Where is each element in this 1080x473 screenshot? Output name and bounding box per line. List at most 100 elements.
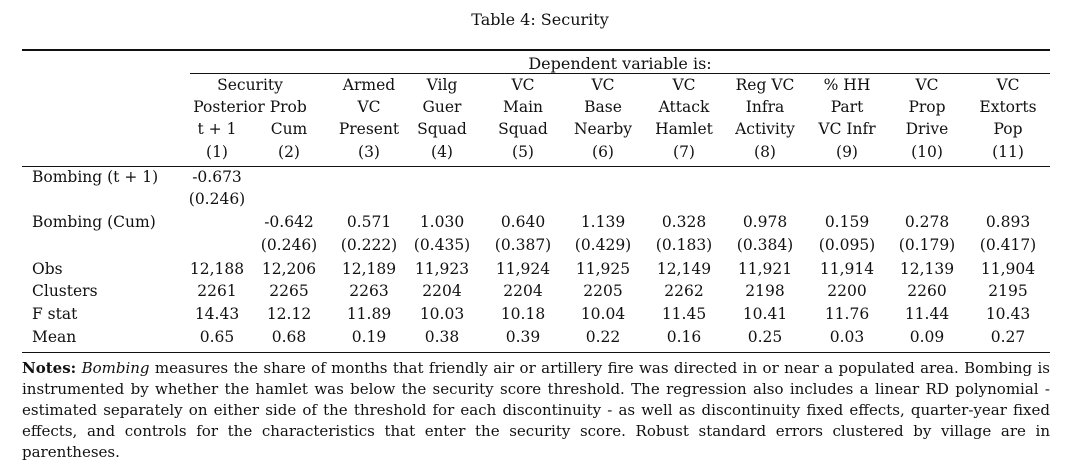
- table-cell: 11.76: [824, 305, 870, 323]
- table-cell: 12,149: [656, 260, 712, 278]
- table-notes: Notes: Bombing measures the share of mon…: [22, 358, 1050, 463]
- column-header-11-line1: VC: [996, 76, 1020, 94]
- column-header-9-line2: Part: [830, 98, 864, 116]
- column-header-10-line1: VC: [915, 76, 939, 94]
- notes-text: measures the share of months that friend…: [22, 359, 1050, 461]
- table-cell: 0.978: [742, 213, 788, 231]
- table-cell: 11.89: [346, 305, 392, 323]
- table-cell: 10.03: [419, 305, 465, 323]
- column-header-7-line1: VC: [672, 76, 696, 94]
- table-cell: 0.39: [505, 328, 541, 346]
- table-cell: 2200: [827, 282, 867, 300]
- table-cell: 0.571: [346, 213, 392, 231]
- table-cell: 10.43: [985, 305, 1031, 323]
- table-cell: 0.27: [990, 328, 1026, 346]
- table-cell: 0.25: [747, 328, 783, 346]
- table-cell: 1.139: [580, 213, 626, 231]
- table-cell: -0.673: [192, 168, 242, 186]
- table-cell: 10.18: [500, 305, 546, 323]
- column-header-3-line4: (3): [358, 143, 380, 161]
- column-header-11-line3: Pop: [993, 120, 1023, 138]
- column-header-11-line4: (11): [992, 143, 1024, 161]
- row-label: Obs: [32, 260, 63, 278]
- table-cell: (0.435): [413, 236, 471, 254]
- column-header-3-line3: Present: [338, 120, 400, 138]
- top-rule: [22, 49, 1050, 51]
- column-header-1-line3: t + 1: [197, 120, 237, 138]
- table-cell: 2204: [422, 282, 462, 300]
- table-cell: 0.09: [909, 328, 945, 346]
- row-label: Clusters: [32, 282, 98, 300]
- table-cell: 0.640: [500, 213, 546, 231]
- column-header-10-line3: Drive: [905, 120, 949, 138]
- column-header-2-line4: (2): [278, 143, 300, 161]
- column-header-10-line4: (10): [911, 143, 943, 161]
- column-header-10-line2: Prop: [908, 98, 946, 116]
- table-cell: 11,914: [819, 260, 875, 278]
- table-cell: 2263: [349, 282, 389, 300]
- column-header-8-line2: Infra: [745, 98, 785, 116]
- column-header-1-line4: (1): [206, 143, 228, 161]
- table-cell: (0.246): [260, 236, 318, 254]
- table-cell: 2265: [269, 282, 309, 300]
- table-cell: 1.030: [419, 213, 465, 231]
- table-cell: (0.384): [736, 236, 794, 254]
- table-cell: 11,925: [575, 260, 631, 278]
- table-cell: (0.222): [340, 236, 398, 254]
- table-cell: (0.246): [188, 190, 246, 208]
- table-cell: 11,923: [414, 260, 470, 278]
- table-cell: 11.44: [904, 305, 950, 323]
- table-cell: 11,904: [980, 260, 1036, 278]
- table-cell: 0.278: [904, 213, 950, 231]
- column-header-4-line3: Squad: [417, 120, 467, 138]
- table-cell: 0.03: [829, 328, 865, 346]
- table-cell: 2261: [197, 282, 237, 300]
- column-header-rule: [22, 166, 1050, 167]
- column-header-6-line4: (6): [592, 143, 614, 161]
- dependent-variable-header: Dependent variable is:: [528, 54, 712, 73]
- row-label: F stat: [32, 305, 78, 323]
- table-cell: 0.159: [824, 213, 870, 231]
- table-cell: 11.45: [661, 305, 707, 323]
- column-header-9-line1: % HH: [823, 76, 871, 94]
- table-caption: Table 4: Security: [471, 10, 609, 29]
- row-label: Bombing (Cum): [32, 213, 156, 231]
- table-cell: 12,188: [189, 260, 245, 278]
- table-cell: (0.179): [898, 236, 956, 254]
- table-cell: 0.38: [424, 328, 460, 346]
- table-cell: 2260: [907, 282, 947, 300]
- table-cell: 0.68: [271, 328, 307, 346]
- column-header-2-line3: Cum: [270, 120, 308, 138]
- column-header-5-line2: Main: [502, 98, 544, 116]
- table-cell: 2205: [583, 282, 623, 300]
- column-header-7-line2: Attack: [658, 98, 710, 116]
- row-label: Bombing (t + 1): [32, 168, 159, 186]
- row-label: Mean: [32, 328, 77, 346]
- table-cell: 11,921: [737, 260, 793, 278]
- column-header-9-line4: (9): [836, 143, 858, 161]
- table-cell: 2204: [503, 282, 543, 300]
- column-header-6-line1: VC: [591, 76, 615, 94]
- column-header-3-line1: Armed: [342, 76, 396, 94]
- table-cell: 12.12: [266, 305, 312, 323]
- table-cell: 0.65: [199, 328, 235, 346]
- table-cell: 11,924: [495, 260, 551, 278]
- table-cell: (0.417): [979, 236, 1037, 254]
- column-header-5-line3: Squad: [498, 120, 548, 138]
- table-cell: 0.893: [985, 213, 1031, 231]
- table-cell: 12,189: [341, 260, 397, 278]
- table-cell: 14.43: [194, 305, 240, 323]
- column-header-8-line4: (8): [754, 143, 776, 161]
- header-rule: [190, 73, 1050, 74]
- table-cell: (0.387): [494, 236, 552, 254]
- column-header-6-line3: Nearby: [573, 120, 633, 138]
- column-header-4-line2: Guer: [422, 98, 462, 116]
- column-header-7-line3: Hamlet: [655, 120, 713, 138]
- column-header-8-line3: Activity: [735, 120, 795, 138]
- group-header-line2: Posterior Prob: [193, 98, 307, 116]
- group-header-line1: Security: [217, 76, 283, 94]
- table-cell: (0.429): [574, 236, 632, 254]
- table-cell: 2195: [988, 282, 1028, 300]
- table-cell: 0.16: [666, 328, 702, 346]
- table-cell: 0.22: [585, 328, 621, 346]
